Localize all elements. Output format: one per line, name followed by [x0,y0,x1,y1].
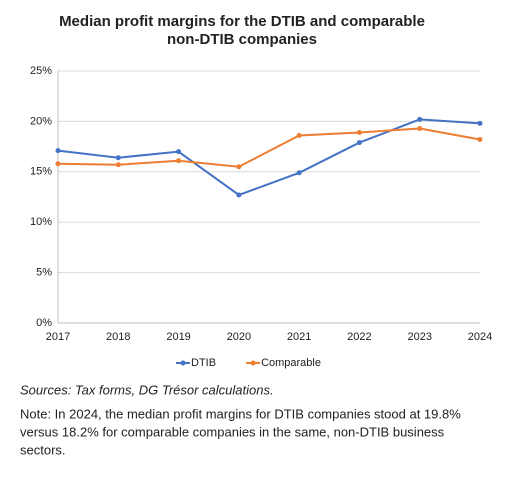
legend-marker [250,360,256,366]
y-tick-label: 25% [30,65,52,77]
data-point [417,125,423,131]
x-tick-label: 2018 [106,331,130,343]
chart-title: Median profit margins for the DTIB and c… [59,13,425,30]
data-point [236,192,242,198]
legend-label: DTIB [191,357,216,369]
legend-label: Comparable [261,357,321,369]
series-line [57,127,481,168]
x-tick-label: 2019 [166,331,190,343]
data-point [115,155,121,161]
y-tick-label: 10% [30,216,52,228]
data-point [55,161,61,167]
y-tick-label: 20% [30,115,52,127]
data-point [356,140,362,146]
x-tick-label: 2017 [46,331,70,343]
x-tick-label: 2022 [347,331,371,343]
data-point [356,129,362,135]
data-point [176,158,182,164]
data-point [417,116,423,122]
note: versus 18.2% for comparable companies in… [20,424,445,439]
data-point [55,148,61,154]
chart-title: non-DTIB companies [167,31,317,48]
source: Sources: Tax forms, DG Trésor calculatio… [20,382,274,397]
data-point [477,120,483,126]
y-tick-label: 0% [36,317,52,329]
y-tick-label: 5% [36,267,52,279]
note: Note: In 2024, the median profit margins… [20,406,461,421]
data-point [236,164,242,170]
legend-marker [180,360,186,366]
data-point [477,137,483,143]
data-point [296,170,302,176]
data-point [176,149,182,155]
x-tick-label: 2023 [407,331,431,343]
note: sectors. [20,442,66,457]
y-tick-label: 15% [30,166,52,178]
x-tick-label: 2024 [468,331,492,343]
x-tick-label: 2020 [227,331,251,343]
data-point [296,133,302,139]
x-tick-label: 2021 [287,331,311,343]
data-point [115,162,121,168]
series-line [57,118,481,197]
